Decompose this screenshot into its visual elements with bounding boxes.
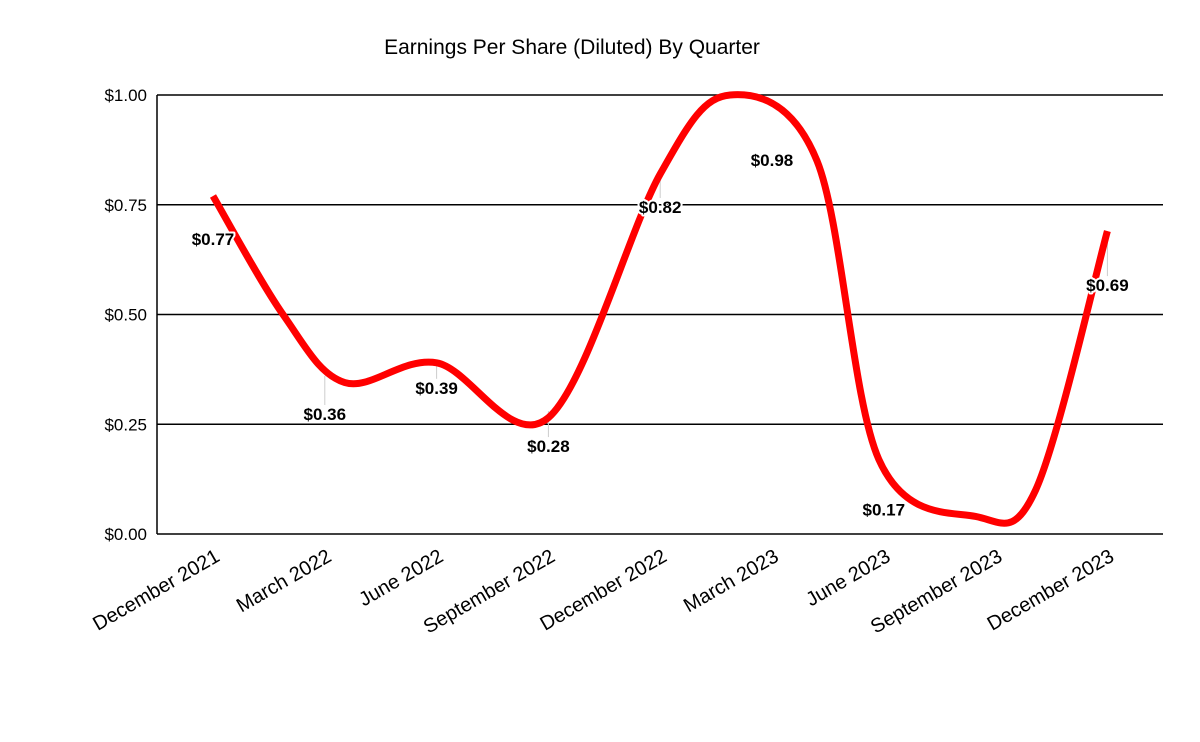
- x-tick-label: March 2023: [680, 545, 782, 617]
- series-line: [209, 91, 1111, 527]
- y-tick-label: $0.50: [104, 306, 147, 325]
- data-label: $0.82: [639, 198, 682, 217]
- data-labels: $0.77 $0.36 $0.39 $0.28 $0.82 $0.98 $0.17 $0.69: [190, 149, 1131, 522]
- y-tick-label: $0.25: [104, 415, 147, 434]
- y-tick-label: $0.00: [104, 525, 147, 544]
- y-tick-label: $0.75: [104, 196, 147, 215]
- chart-title: Earnings Per Share (Diluted) By Quarter: [384, 36, 760, 59]
- x-tick-label: December 2023: [984, 545, 1118, 635]
- x-axis-ticks: December 2021 March 2022 June 2022Septembe…: [89, 545, 1118, 638]
- data-label: $0.77: [192, 230, 235, 249]
- x-tick-label: June 2023: [802, 545, 894, 611]
- x-tick-label: June 2022: [355, 545, 447, 611]
- data-label: $0.69: [1086, 276, 1129, 295]
- data-label: $0.39: [415, 379, 458, 398]
- y-tick-label: $1.00: [104, 86, 147, 105]
- x-tick-label: December 2021: [89, 545, 223, 635]
- y-axis-ticks: $0.00 $0.25 $0.50 $0.75 $1.00: [104, 86, 147, 544]
- x-tick-label: December 2022: [536, 545, 670, 635]
- data-label: $0.98: [751, 151, 794, 170]
- data-label: $0.36: [304, 405, 347, 424]
- gridlines: [156, 94, 1163, 535]
- data-label: $0.28: [527, 437, 570, 456]
- data-label: $0.17: [863, 500, 906, 519]
- series-line-path: [209, 91, 1111, 527]
- x-tick-label: March 2022: [233, 545, 335, 617]
